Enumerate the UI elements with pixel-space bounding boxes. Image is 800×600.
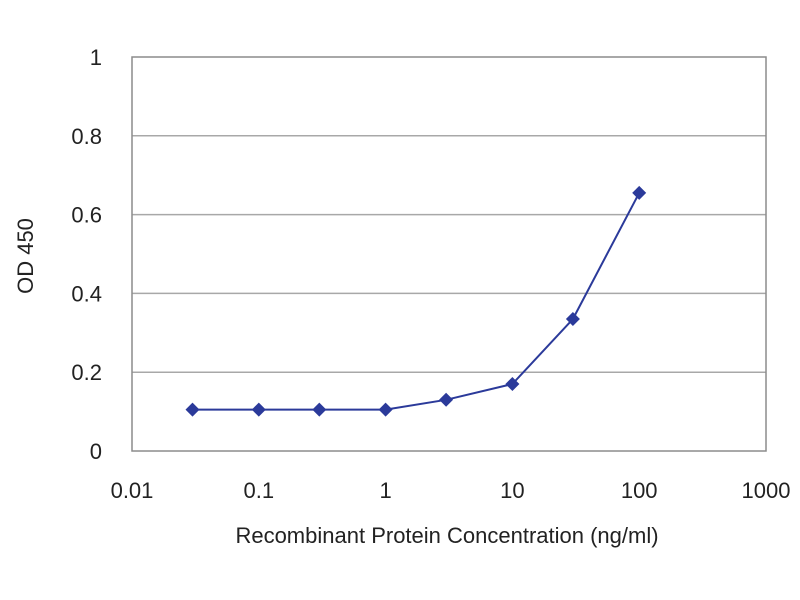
data-point-1 — [251, 402, 266, 417]
data-point-6 — [565, 312, 580, 327]
y-axis-title: OD 450 — [13, 218, 38, 294]
x-tick-label-4: 100 — [621, 478, 658, 503]
gridlines — [132, 135, 766, 373]
data-point-3 — [378, 402, 393, 417]
plot-area-border — [131, 56, 767, 452]
series-line-0 — [192, 192, 641, 411]
y-tick-label-2: 0.4 — [71, 281, 102, 306]
data-point-4 — [439, 392, 454, 407]
x-tick-label-2: 1 — [379, 478, 391, 503]
data-point-5 — [505, 377, 520, 392]
data-point-7 — [632, 185, 647, 200]
y-tick-label-0: 0 — [90, 439, 102, 464]
x-tick-label-5: 1000 — [742, 478, 791, 503]
y-tick-label-1: 0.2 — [71, 360, 102, 385]
y-tick-label-5: 1 — [90, 45, 102, 70]
data-point-2 — [312, 402, 327, 417]
x-tick-label-1: 0.1 — [244, 478, 275, 503]
y-tick-label-4: 0.8 — [71, 124, 102, 149]
data-point-0 — [185, 402, 200, 417]
data-series — [185, 185, 647, 417]
x-tick-label-0: 0.01 — [111, 478, 154, 503]
x-axis-title: Recombinant Protein Concentration (ng/ml… — [235, 523, 658, 548]
y-tick-label-3: 0.6 — [71, 203, 102, 228]
tick-labels: 0 0.2 0.4 0.6 0.8 1 0.01 0.1 1 10 100 1000 — [71, 45, 790, 503]
x-tick-label-3: 10 — [500, 478, 524, 503]
